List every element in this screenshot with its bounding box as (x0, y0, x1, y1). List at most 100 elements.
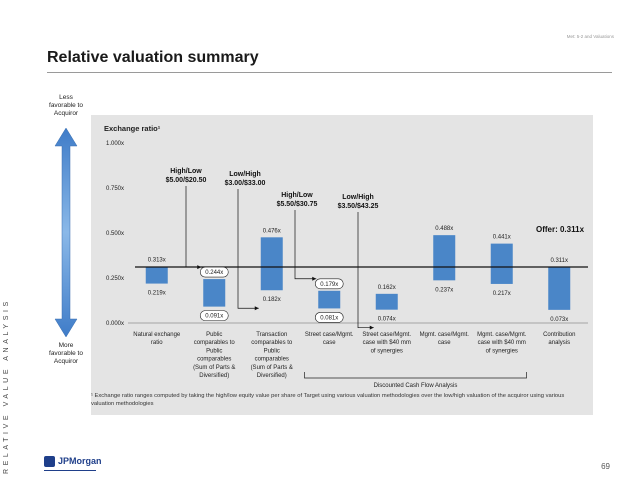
high-value-label: 0.244x (205, 270, 223, 276)
category-label: Street case/Mgmt. case with $40 mm of syne… (362, 332, 411, 354)
category-label: Public comparables to Public comparables (Su… (193, 332, 235, 379)
category-label-line: ratio (151, 340, 163, 346)
range-bar (203, 279, 226, 307)
page-title: Relative valuation summary (47, 49, 259, 66)
high-value-label: 0.311x (550, 258, 568, 264)
category-label-line: Mgmt. case/Mgmt. (420, 332, 470, 338)
annotation-label-line1: Low/High (229, 171, 261, 178)
annotation-label-line1: High/Low (281, 192, 313, 199)
annotation-arrowhead (312, 276, 317, 281)
high-label-box (199, 266, 229, 278)
dcf-bracket (304, 372, 527, 379)
chart-plot: Exchange ratio¹ 0.000x 0.250x 0.500x 0.750x 1… (104, 124, 588, 389)
category-label-line: Mgmt. case/Mgmt. (477, 332, 527, 338)
logo-text: JPMorgan (58, 456, 102, 466)
category-label-line: comparables to (194, 340, 236, 346)
category-label-line: (Sum of Parts & (193, 365, 235, 371)
category-label-line: case with $40 mm (363, 340, 411, 346)
high-value-label: 0.488x (435, 226, 453, 232)
logo-mark-icon (44, 456, 55, 468)
category-label-line: Public (206, 332, 222, 338)
range-bar (318, 290, 341, 309)
low-value-label: 0.081x (320, 315, 338, 321)
annotation-connector (294, 210, 317, 280)
category-label-line: of synergies (371, 348, 403, 354)
annotation-connector (357, 212, 374, 329)
low-label-box (199, 310, 229, 321)
annotation-label-line2: $5.50/$30.75 (277, 201, 318, 208)
category-label-line: Diversified) (257, 373, 287, 379)
category-label-line: comparables (197, 357, 231, 363)
offer-label: Offer: 0.311x (536, 225, 585, 234)
footnote: ¹ Exchange ratio ranges computed by taki… (91, 393, 565, 407)
range-bar (145, 266, 168, 284)
annotation-arrowhead (197, 265, 202, 270)
category-label-line: comparables (255, 357, 289, 363)
category-label: Street case/Mgmt. case (305, 332, 354, 346)
high-value-label: 0.179x (320, 282, 338, 288)
category-label-line: Street case/Mgmt. (362, 332, 411, 338)
high-value-label: 0.162x (378, 285, 396, 291)
category-label-line: case (323, 340, 336, 346)
category-label-line: of synergies (486, 348, 518, 354)
annotation-label-line2: $5.00/$20.50 (166, 177, 207, 184)
arrow-top-label: Less favorable to Acquiror (49, 94, 83, 117)
logo-underline (44, 470, 96, 471)
category-label-line: Public (206, 348, 222, 354)
category-label-line: comparables to (251, 340, 293, 346)
category-label-line: Transaction (256, 332, 287, 338)
header-tag: Met: 5-2 and Valuations (566, 34, 614, 39)
high-value-label: 0.441x (493, 235, 511, 241)
low-value-label: 0.182x (263, 297, 281, 303)
low-value-label: 0.219x (148, 291, 166, 297)
category-label-line: Diversified) (199, 373, 229, 379)
low-value-label: 0.217x (493, 291, 511, 297)
annotation-label-line1: High/Low (170, 168, 202, 175)
high-value-label: 0.476x (263, 228, 281, 234)
y-tick-label: 0.000x (106, 321, 124, 327)
dcf-bracket-label: Discounted Cash Flow Analysis (374, 383, 458, 389)
range-bar (548, 267, 571, 310)
page-number: 69 (601, 462, 610, 471)
category-label-line: Public (264, 348, 280, 354)
low-value-label: 0.073x (550, 317, 568, 323)
category-label: Mgmt. case/Mgmt. case (420, 332, 470, 346)
category-label: Natural exchange ratio (133, 332, 181, 346)
category-label: Mgmt. case/Mgmt. case with $40 mm of syner… (477, 332, 527, 354)
annotation-connector (237, 189, 259, 309)
category-label-line: Contribution (543, 332, 575, 338)
category-label-line: Street case/Mgmt. (305, 332, 354, 338)
range-bar (490, 243, 513, 284)
title-divider (47, 72, 612, 73)
y-tick-label: 0.500x (106, 231, 124, 237)
category-label-line: case with $40 mm (478, 340, 526, 346)
category-label-line: Natural exchange (133, 332, 181, 338)
category-label-line: case (438, 340, 451, 346)
range-bar (375, 293, 398, 310)
category-label-line: analysis (548, 340, 570, 346)
annotation-arrowhead (254, 306, 259, 311)
low-label-box (314, 312, 344, 323)
annotation-label-line2: $3.00/$33.00 (225, 180, 266, 187)
range-bar (433, 235, 456, 281)
annotation-arrowhead (369, 325, 374, 330)
favorability-arrow (54, 127, 78, 338)
chart-title: Exchange ratio¹ (104, 124, 161, 133)
low-value-label: 0.091x (205, 314, 223, 320)
arrow-bottom-label: More favorable to Acquiror (49, 342, 83, 365)
annotation-label-line2: $3.50/$43.25 (338, 203, 379, 210)
high-label-box (314, 278, 344, 290)
high-value-label: 0.313x (148, 258, 166, 264)
jpmorgan-logo: JPMorgan (44, 456, 102, 468)
category-label: Contribution analysis (543, 332, 575, 346)
y-tick-label: 0.750x (106, 186, 124, 192)
low-value-label: 0.074x (378, 317, 396, 323)
category-label: Transaction comparables to Public comparabl… (251, 332, 293, 379)
range-bar (260, 237, 283, 291)
annotation-label-line1: Low/High (342, 194, 374, 201)
low-value-label: 0.237x (435, 287, 453, 293)
annotation-connector (185, 186, 202, 268)
y-tick-label: 1.000x (106, 141, 124, 147)
y-tick-label: 0.250x (106, 276, 124, 282)
